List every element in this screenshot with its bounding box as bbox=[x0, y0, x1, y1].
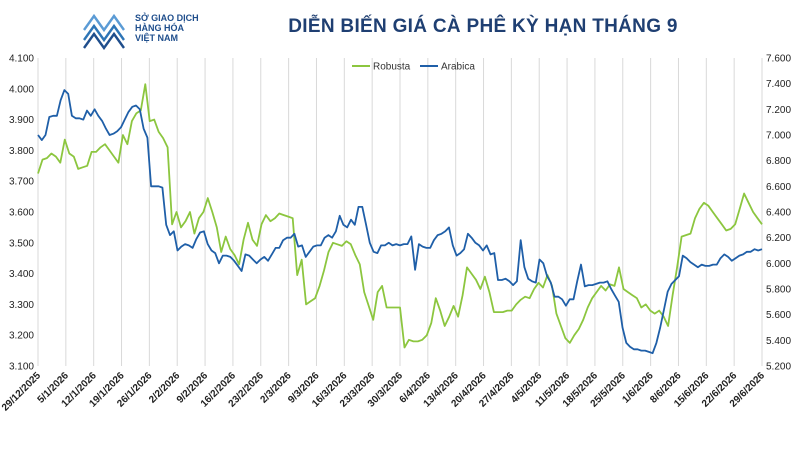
left-tick-label: 3.500 bbox=[9, 238, 34, 249]
right-tick-label: 5.400 bbox=[766, 336, 791, 347]
chart-title: DIỄN BIẾN GIÁ CÀ PHÊ KỲ HẠN THÁNG 9 bbox=[288, 16, 678, 37]
logo-mark bbox=[83, 13, 125, 50]
right-tick-label: 6.400 bbox=[766, 208, 791, 219]
legend: Robusta Arabica bbox=[352, 62, 475, 73]
right-tick-label: 7.600 bbox=[766, 54, 791, 65]
left-tick-label: 3.300 bbox=[9, 300, 34, 311]
logo bbox=[83, 13, 125, 50]
legend-label-arabica: Arabica bbox=[441, 62, 475, 73]
series-line-robusta bbox=[37, 83, 763, 349]
left-tick-label: 3.600 bbox=[9, 208, 34, 219]
right-axis: 5.200 5.400 5.600 5.800 6.000 6.200 6.400 6.600… bbox=[766, 54, 791, 373]
right-tick-label: 6.200 bbox=[766, 233, 791, 244]
right-tick-label: 7.200 bbox=[766, 105, 791, 116]
left-tick-label: 3.400 bbox=[9, 269, 34, 280]
right-tick-label: 6.000 bbox=[766, 259, 791, 270]
left-axis: 3.100 3.200 3.300 3.400 3.500 3.600 3.700 3.800… bbox=[9, 54, 34, 373]
left-tick-label: 3.900 bbox=[9, 115, 34, 126]
right-tick-label: 5.600 bbox=[766, 310, 791, 321]
right-tick-label: 7.000 bbox=[766, 131, 791, 142]
x-tick-label: 29/12/2025 bbox=[0, 370, 43, 413]
series-line-arabica bbox=[37, 89, 763, 355]
left-tick-label: 3.100 bbox=[9, 362, 34, 373]
left-tick-label: 3.800 bbox=[9, 146, 34, 157]
legend-label-robusta: Robusta bbox=[373, 62, 411, 73]
logo-text: SỞ GIAO DỊCH HÀNG HÓA VIỆT NAM bbox=[135, 13, 245, 43]
left-tick-label: 4.100 bbox=[9, 54, 34, 65]
logo-line-1: SỞ GIAO DỊCH bbox=[135, 13, 199, 23]
left-tick-label: 4.000 bbox=[9, 84, 34, 95]
right-tick-label: 6.800 bbox=[766, 156, 791, 167]
right-tick-label: 6.600 bbox=[766, 182, 791, 193]
series-layer bbox=[37, 83, 763, 355]
left-tick-label: 3.700 bbox=[9, 177, 34, 188]
x-axis: 29/12/20255/1/202612/1/202619/1/202626/1… bbox=[0, 370, 767, 413]
right-tick-label: 5.800 bbox=[766, 285, 791, 296]
grid bbox=[37, 58, 763, 366]
logo-line-2: HÀNG HÓA bbox=[135, 23, 184, 33]
left-tick-label: 3.200 bbox=[9, 331, 34, 342]
right-tick-label: 5.200 bbox=[766, 362, 791, 373]
right-tick-label: 7.400 bbox=[766, 79, 791, 90]
logo-line-3: VIỆT NAM bbox=[135, 33, 179, 43]
